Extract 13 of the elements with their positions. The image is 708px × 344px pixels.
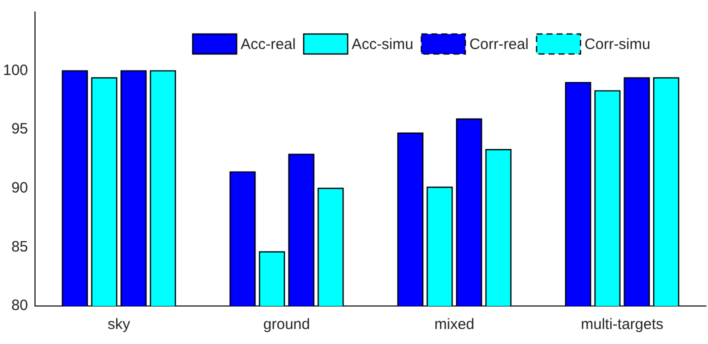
legend-label: Acc-real [240, 36, 296, 54]
x-tick-label: ground [263, 316, 310, 334]
y-tick-label: 80 [11, 297, 28, 314]
x-tick-label: sky [108, 316, 131, 334]
x-tick-label: mixed [434, 316, 474, 334]
y-tick-label: 90 [11, 180, 28, 197]
x-tick-label: multi-targets [580, 316, 664, 334]
legend-label: Corr-simu [584, 36, 650, 54]
legend-label: Corr-real [469, 36, 529, 54]
y-tick-label: 85 [11, 238, 28, 256]
y-tick-label: 100 [2, 62, 28, 79]
legend-label: Acc-simu [352, 36, 414, 54]
y-tick-label: 95 [11, 120, 28, 138]
